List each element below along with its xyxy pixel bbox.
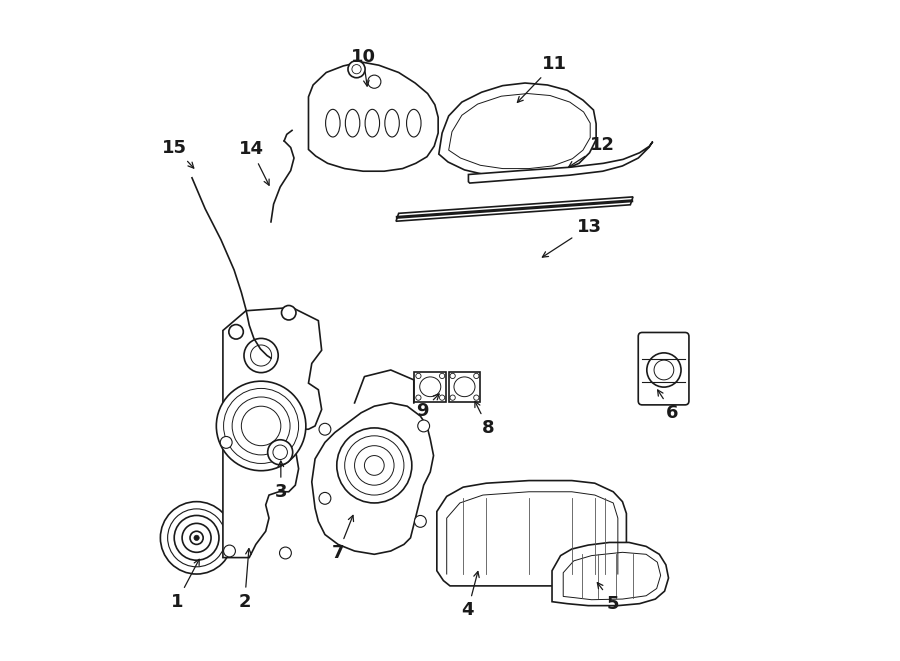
Text: 14: 14 xyxy=(238,141,269,185)
Polygon shape xyxy=(449,372,481,402)
Circle shape xyxy=(250,345,272,366)
Circle shape xyxy=(450,373,455,379)
FancyBboxPatch shape xyxy=(638,332,689,405)
Ellipse shape xyxy=(365,109,380,137)
Circle shape xyxy=(220,436,232,448)
Circle shape xyxy=(416,373,421,379)
Circle shape xyxy=(439,395,445,401)
Circle shape xyxy=(229,325,243,339)
Circle shape xyxy=(182,524,212,553)
Circle shape xyxy=(473,395,479,401)
Circle shape xyxy=(439,373,445,379)
Circle shape xyxy=(190,531,203,545)
Text: 2: 2 xyxy=(238,549,251,611)
Circle shape xyxy=(473,373,479,379)
Polygon shape xyxy=(311,403,434,555)
Polygon shape xyxy=(552,543,669,605)
Text: 4: 4 xyxy=(462,572,479,619)
Polygon shape xyxy=(563,553,661,600)
Ellipse shape xyxy=(326,109,340,137)
Circle shape xyxy=(223,389,299,463)
Circle shape xyxy=(175,516,219,561)
Ellipse shape xyxy=(346,109,360,137)
Text: 10: 10 xyxy=(351,48,375,86)
Ellipse shape xyxy=(454,377,475,397)
Circle shape xyxy=(244,338,278,373)
Circle shape xyxy=(364,455,384,475)
Text: 15: 15 xyxy=(162,139,194,168)
Circle shape xyxy=(352,65,361,74)
Circle shape xyxy=(348,61,365,78)
Polygon shape xyxy=(439,83,596,177)
Ellipse shape xyxy=(419,377,441,397)
Polygon shape xyxy=(468,141,652,183)
Text: 9: 9 xyxy=(416,394,439,420)
Circle shape xyxy=(416,395,421,401)
Polygon shape xyxy=(415,372,446,402)
Text: 3: 3 xyxy=(274,461,287,501)
Circle shape xyxy=(345,436,404,495)
Polygon shape xyxy=(396,197,633,221)
Text: 12: 12 xyxy=(569,136,616,167)
Circle shape xyxy=(280,547,292,559)
Circle shape xyxy=(223,545,236,557)
Circle shape xyxy=(273,445,287,459)
Circle shape xyxy=(418,420,429,432)
Circle shape xyxy=(167,509,226,566)
Circle shape xyxy=(647,353,681,387)
Text: 13: 13 xyxy=(543,217,602,257)
Circle shape xyxy=(241,407,281,446)
Circle shape xyxy=(194,535,199,541)
Circle shape xyxy=(319,492,331,504)
Circle shape xyxy=(319,423,331,435)
Polygon shape xyxy=(223,307,321,558)
Text: 11: 11 xyxy=(518,55,566,102)
Circle shape xyxy=(337,428,412,503)
Polygon shape xyxy=(436,481,626,586)
Circle shape xyxy=(267,440,293,465)
Circle shape xyxy=(355,446,394,485)
Text: 7: 7 xyxy=(332,516,354,562)
Circle shape xyxy=(160,502,233,574)
Circle shape xyxy=(450,395,455,401)
Ellipse shape xyxy=(385,109,400,137)
Text: 5: 5 xyxy=(598,582,619,613)
Circle shape xyxy=(282,305,296,320)
Circle shape xyxy=(216,381,306,471)
Polygon shape xyxy=(449,94,590,169)
Circle shape xyxy=(368,75,381,89)
Ellipse shape xyxy=(407,109,421,137)
Text: 6: 6 xyxy=(658,390,679,422)
Polygon shape xyxy=(309,62,438,171)
Text: 1: 1 xyxy=(171,559,199,611)
Circle shape xyxy=(415,516,427,527)
Text: 8: 8 xyxy=(475,401,494,437)
Circle shape xyxy=(232,397,290,455)
Circle shape xyxy=(654,360,674,380)
